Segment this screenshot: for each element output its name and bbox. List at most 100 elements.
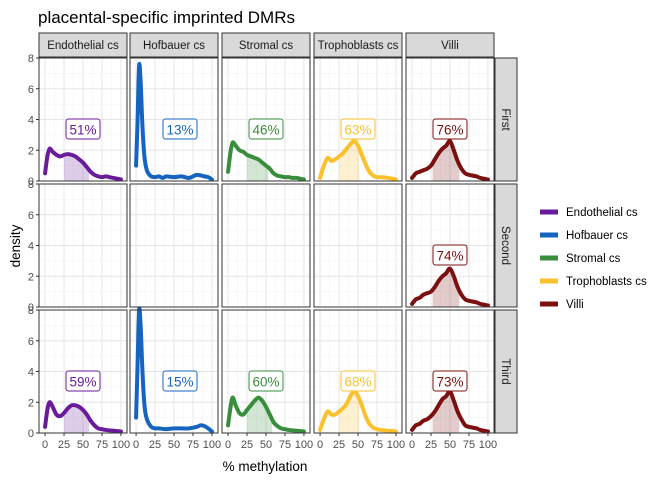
- x-tick-label: 25: [58, 439, 70, 451]
- x-tick-label: 0: [225, 439, 231, 451]
- strip-row-1: [494, 183, 518, 308]
- panel-border: [405, 183, 495, 308]
- density-series: [43, 400, 123, 434]
- percent-label-text: 51%: [69, 123, 96, 138]
- percent-label-text: 63%: [344, 123, 371, 138]
- panel-border: [221, 183, 311, 308]
- density-curve: [43, 400, 123, 434]
- x-tick-label: 100: [203, 439, 221, 451]
- density-curve: [318, 139, 398, 182]
- x-tick-label: 100: [112, 439, 130, 451]
- percent-label: 76%: [432, 118, 468, 140]
- panel-1-3: [314, 183, 402, 308]
- density-series: [226, 395, 306, 434]
- density-series: [410, 266, 490, 308]
- percent-label: 63%: [340, 118, 376, 140]
- legend-entry: Stromal cs: [566, 253, 621, 265]
- percent-label-text: 59%: [69, 375, 96, 390]
- density-series: [318, 139, 398, 182]
- percent-label: 13%: [162, 118, 198, 140]
- legend-entry: Trophoblasts cs: [566, 276, 647, 288]
- percent-label: 73%: [432, 370, 468, 392]
- strip-col-label: Villi: [441, 40, 459, 52]
- x-axis-label: % methylation: [223, 459, 308, 474]
- density-curve: [226, 140, 306, 182]
- strip-col-label: Trophoblasts cs: [318, 40, 399, 52]
- strip-row-0: [494, 57, 518, 182]
- strip-row-2: [494, 309, 518, 434]
- percent-label: 15%: [162, 370, 198, 392]
- strip-row-label: First: [499, 108, 511, 131]
- strip-row-label: Second: [499, 226, 511, 265]
- strip-col-4: [405, 32, 495, 58]
- panel-1-0: [39, 183, 127, 308]
- legend: Endothelial cs Hofbauer cs Stromal cs Troph…: [540, 207, 647, 311]
- x-tick-label: 75: [279, 439, 291, 451]
- panel-border: [313, 183, 403, 308]
- x-tick-label: 50: [168, 439, 180, 451]
- legend-entry: Hofbauer cs: [566, 230, 628, 242]
- density-series: [410, 389, 490, 434]
- x-tick-label: 75: [463, 439, 475, 451]
- percent-label-text: 73%: [436, 375, 463, 390]
- x-tick-label: 25: [333, 439, 345, 451]
- percent-label-text: 15%: [166, 375, 193, 390]
- percent-label-box: [432, 370, 468, 392]
- density-series: [134, 306, 214, 434]
- x-tick-label: 75: [187, 439, 199, 451]
- panel-border: [313, 57, 403, 182]
- y-tick-label: 0: [28, 302, 34, 314]
- density-series: [226, 140, 306, 182]
- x-tick-label: 0: [133, 439, 139, 451]
- legend-entry: Villi: [566, 299, 584, 311]
- x-tick-label: 0: [409, 439, 415, 451]
- x-tick-label: 25: [241, 439, 253, 451]
- strip-row-label: Third: [499, 358, 511, 384]
- percent-label-text: 74%: [436, 249, 463, 264]
- y-tick-label: 2: [28, 145, 34, 157]
- density-series: [410, 138, 490, 182]
- panel-border: [221, 57, 311, 182]
- y-tick-label: 2: [28, 271, 34, 283]
- density-shaded-area: [247, 154, 269, 181]
- percent-label: 51%: [65, 118, 101, 140]
- density-curve: [134, 306, 214, 434]
- x-tick-label: 50: [260, 439, 272, 451]
- density-series: [43, 146, 123, 182]
- y-tick-label: 8: [28, 53, 34, 65]
- x-tick-label: 0: [317, 439, 323, 451]
- panels-layer: Endothelial cs Hofbauer cs Stromal cs Troph…: [28, 32, 518, 451]
- percent-label-box: [340, 118, 376, 140]
- panel-border: [405, 57, 495, 182]
- percent-label: 60%: [248, 370, 284, 392]
- y-tick-label: 6: [28, 336, 34, 348]
- y-tick-label: 4: [28, 241, 34, 253]
- percent-label: 59%: [65, 370, 101, 392]
- x-tick-label: 100: [387, 439, 405, 451]
- percent-label-box: [162, 370, 198, 392]
- density-curve: [410, 138, 490, 182]
- x-tick-label: 25: [425, 439, 437, 451]
- strip-col-1: [129, 32, 219, 58]
- density-curve: [410, 389, 490, 434]
- y-tick-label: 0: [28, 176, 34, 188]
- x-tick-label: 75: [96, 439, 108, 451]
- strip-col-label: Stromal cs: [239, 40, 294, 52]
- panel-0-2: [222, 57, 310, 182]
- x-tick-label: 100: [295, 439, 313, 451]
- strip-col-2: [221, 32, 311, 58]
- y-tick-label: 6: [28, 210, 34, 222]
- density-shaded-area: [64, 154, 90, 181]
- percent-label-box: [432, 244, 468, 266]
- density-shaded-area: [247, 397, 273, 433]
- density-series: [134, 62, 214, 182]
- percent-label-text: 68%: [344, 375, 371, 390]
- y-tick-label: 8: [28, 179, 34, 191]
- panel-1-2: [222, 183, 310, 308]
- y-tick-label: 4: [28, 115, 34, 127]
- panel-border: [129, 183, 219, 308]
- y-axis-label: density: [8, 224, 23, 267]
- panel-border: [129, 57, 219, 182]
- strip-col-0: [38, 32, 128, 58]
